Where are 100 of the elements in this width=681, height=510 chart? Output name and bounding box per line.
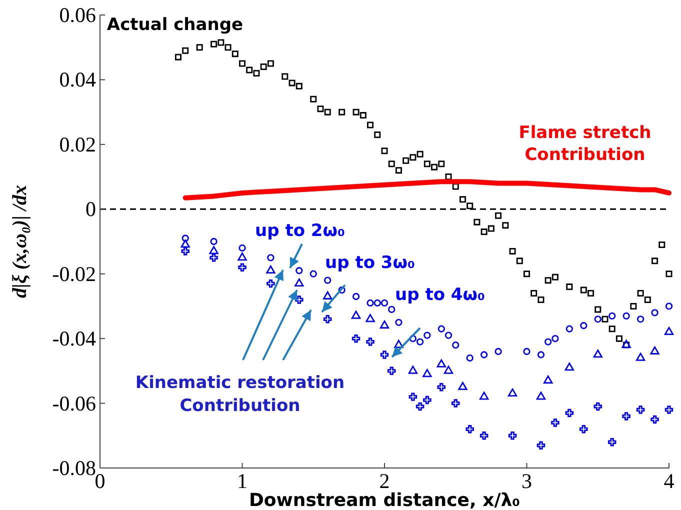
point (394, 340, 404, 348)
x-tick-label: 1 (237, 469, 248, 493)
point (210, 254, 218, 262)
point (636, 406, 645, 414)
x-tick-label: 4 (664, 469, 675, 493)
point (544, 338, 552, 346)
point (416, 402, 424, 411)
point (424, 332, 431, 339)
point (564, 362, 574, 371)
point (636, 352, 646, 361)
point (238, 252, 247, 261)
point (593, 350, 602, 358)
point (480, 351, 488, 358)
point (665, 302, 673, 310)
y-tick-label: -0.04 (52, 326, 96, 351)
y-tick-label: -0.08 (52, 456, 96, 480)
y-tick-label: 0.02 (59, 132, 96, 156)
point (180, 240, 190, 248)
point (387, 366, 396, 376)
series-label: Flame stretch Contribution (518, 123, 652, 165)
y-tick-label: 0.06 (59, 3, 96, 27)
point (351, 310, 361, 319)
y-tick-label: -0.06 (52, 391, 96, 416)
point (466, 425, 474, 434)
point (452, 399, 460, 408)
point (366, 338, 374, 346)
point (416, 338, 424, 346)
point (536, 392, 546, 400)
x-axis-title: Downstream distance, x/λ₀ (248, 490, 520, 510)
point (480, 392, 489, 400)
point (323, 315, 332, 324)
point (422, 368, 432, 378)
point (324, 276, 332, 284)
point (423, 396, 432, 404)
point (238, 263, 246, 272)
point (664, 406, 674, 414)
point (664, 326, 674, 336)
point (444, 332, 452, 339)
point (296, 267, 303, 274)
text: up to 4ω₀ (395, 285, 485, 305)
series-label: up to 2ω₀ (255, 221, 345, 241)
point (466, 354, 474, 362)
point (636, 316, 644, 323)
point (294, 278, 304, 286)
point (181, 247, 190, 256)
point (480, 432, 488, 440)
point (622, 412, 630, 420)
point (552, 335, 559, 342)
point (266, 265, 276, 274)
point (238, 244, 246, 252)
point (366, 299, 374, 307)
point (608, 438, 616, 446)
point (608, 312, 616, 320)
point (209, 246, 218, 254)
point (295, 296, 304, 304)
point (651, 309, 658, 316)
point (580, 322, 588, 330)
point (536, 441, 546, 450)
point (182, 234, 189, 242)
point (650, 346, 660, 354)
point (458, 382, 468, 390)
point (437, 382, 446, 392)
point (622, 312, 630, 320)
point (508, 432, 517, 440)
point (267, 254, 274, 262)
point (594, 316, 602, 323)
point (408, 366, 418, 374)
point (551, 418, 560, 427)
point (352, 334, 360, 343)
point (395, 318, 402, 326)
point (594, 402, 602, 411)
series-label: Actual change (106, 15, 244, 35)
point (380, 299, 388, 307)
point (565, 408, 574, 418)
point (380, 350, 389, 359)
y-tick-label: 0.04 (59, 68, 96, 92)
point (494, 348, 502, 356)
point (210, 238, 218, 246)
point (436, 359, 446, 368)
x-tick-label: 2 (379, 469, 390, 493)
y-axis-title: d|ξ (x,ω₀)| /dx (9, 184, 31, 298)
series-label: up to 3ω₀ (325, 253, 415, 273)
point (310, 270, 317, 278)
point (650, 415, 659, 424)
point (537, 351, 545, 358)
point (266, 279, 275, 288)
point (580, 425, 588, 434)
point (408, 392, 418, 401)
point (352, 292, 360, 300)
point (366, 314, 375, 322)
point (444, 366, 454, 374)
point (452, 341, 460, 349)
y-tick-label: 0 (86, 197, 96, 222)
point (438, 325, 445, 332)
annotation: Kinematic restoration Contribution (135, 373, 345, 416)
y-tick-label: -0.02 (52, 262, 96, 286)
point (544, 375, 553, 384)
x-tick-label: 3 (522, 469, 532, 493)
point (388, 306, 396, 314)
point (374, 299, 381, 307)
